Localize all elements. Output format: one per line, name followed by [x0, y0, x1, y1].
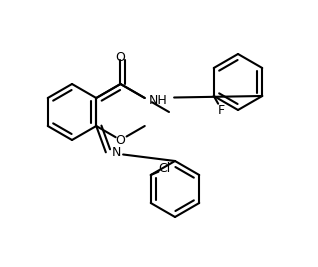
- Text: NH: NH: [149, 93, 168, 107]
- Text: O: O: [115, 51, 125, 64]
- Text: O: O: [115, 134, 125, 147]
- Text: N: N: [112, 146, 121, 159]
- Text: Cl: Cl: [159, 163, 171, 175]
- Text: F: F: [218, 104, 225, 116]
